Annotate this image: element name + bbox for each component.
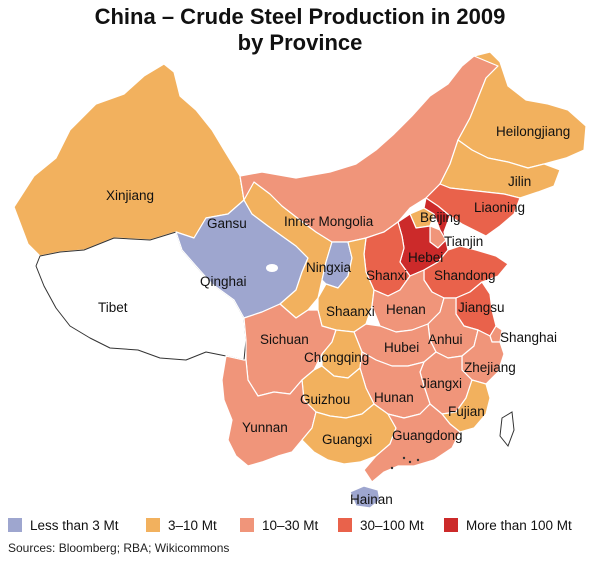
label-jilin: Jilin: [508, 174, 531, 189]
legend-swatch: [338, 518, 352, 532]
south-china-sea-islands: [390, 456, 420, 470]
legend-label: 3–10 Mt: [168, 518, 217, 533]
source-note: Sources: Bloomberg; RBA; Wikicommons: [8, 541, 230, 555]
label-sichuan: Sichuan: [260, 332, 309, 347]
label-hubei: Hubei: [384, 340, 419, 355]
legend-item-less-than-3: Less than 3 Mt: [8, 518, 119, 533]
label-guizhou: Guizhou: [300, 392, 350, 407]
label-inner-mongolia: Inner Mongolia: [284, 214, 374, 229]
label-fujian: Fujian: [448, 404, 485, 419]
label-hunan: Hunan: [374, 390, 414, 405]
label-tianjin: Tianjin: [444, 234, 483, 249]
label-shanghai: Shanghai: [500, 330, 557, 345]
legend-swatch: [8, 518, 22, 532]
label-xinjiang: Xinjiang: [106, 188, 154, 203]
qinghai-lake: [266, 264, 278, 272]
label-yunnan: Yunnan: [242, 420, 288, 435]
legend-swatch: [240, 518, 254, 532]
label-shanxi: Shanxi: [366, 268, 407, 283]
label-heilongjiang: Heilongjiang: [496, 124, 570, 139]
label-qinghai: Qinghai: [200, 274, 247, 289]
title-line-1: China – Crude Steel Production in 2009: [94, 4, 506, 29]
legend-item-more-than-100: More than 100 Mt: [444, 518, 572, 533]
label-guangxi: Guangxi: [322, 432, 372, 447]
title-line-2: by Province: [237, 30, 363, 55]
province-labels: Xinjiang Tibet Qinghai Gansu Inner Mongo…: [98, 124, 570, 507]
label-guangdong: Guangdong: [392, 428, 463, 443]
legend-swatch: [146, 518, 160, 532]
label-hebei: Hebei: [408, 250, 443, 265]
label-beijing: Beijing: [420, 210, 461, 225]
taiwan-outline: [499, 411, 515, 447]
legend-item-30-100: 30–100 Mt: [338, 518, 424, 533]
label-tibet: Tibet: [98, 300, 128, 315]
label-henan: Henan: [386, 302, 426, 317]
label-ningxia: Ningxia: [306, 260, 352, 275]
label-zhejiang: Zhejiang: [464, 360, 516, 375]
legend-label: 30–100 Mt: [360, 518, 424, 533]
legend-label: 10–30 Mt: [262, 518, 319, 533]
legend-label: Less than 3 Mt: [30, 518, 119, 533]
legend-item-10-30: 10–30 Mt: [240, 518, 318, 533]
label-liaoning: Liaoning: [474, 200, 525, 215]
label-jiangxi: Jiangxi: [420, 376, 462, 391]
province-guangdong: [363, 403, 461, 483]
legend: Less than 3 Mt 3–10 Mt 10–30 Mt 30–100 M…: [8, 518, 598, 536]
legend-label: More than 100 Mt: [466, 518, 572, 533]
label-shaanxi: Shaanxi: [326, 304, 375, 319]
label-gansu: Gansu: [207, 216, 247, 231]
label-chongqing: Chongqing: [304, 350, 369, 365]
label-anhui: Anhui: [428, 332, 463, 347]
map-title: China – Crude Steel Production in 2009 b…: [0, 4, 600, 56]
legend-swatch: [444, 518, 458, 532]
label-shandong: Shandong: [434, 268, 496, 283]
legend-item-3-10: 3–10 Mt: [146, 518, 217, 533]
province-hainan: [349, 485, 381, 509]
label-hainan: Hainan: [350, 492, 393, 507]
label-jiangsu: Jiangsu: [458, 300, 505, 315]
